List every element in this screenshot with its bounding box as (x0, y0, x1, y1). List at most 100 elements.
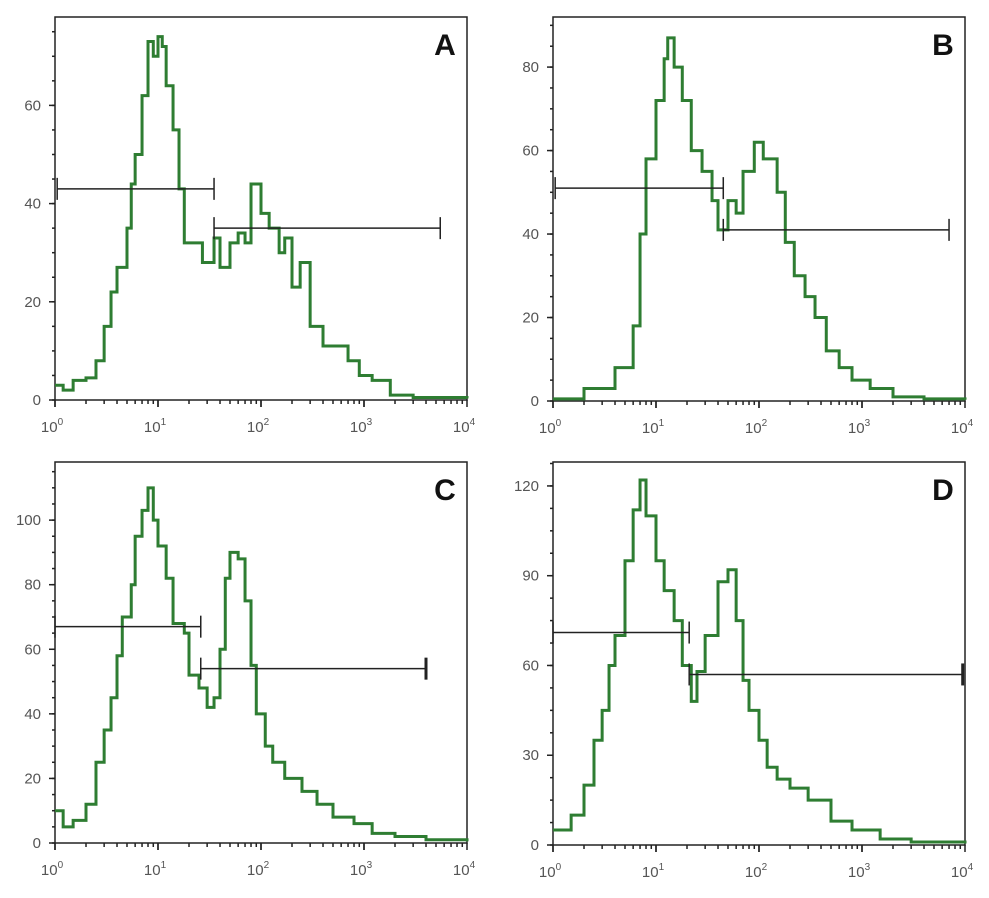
y-tick-label: 0 (33, 392, 41, 409)
y-tick-label: 60 (24, 641, 41, 658)
x-tick-base: 10 (247, 862, 264, 879)
x-tick-base: 10 (848, 864, 865, 881)
y-tick-label: 80 (522, 59, 539, 76)
plot-frame (54, 461, 468, 844)
x-tick-exponent: 0 (556, 418, 562, 429)
x-tick-exponent: 2 (264, 860, 270, 871)
x-tick-base: 10 (41, 419, 58, 436)
x-tick-label: 101 (144, 417, 167, 436)
x-tick-exponent: 3 (367, 417, 373, 428)
x-tick-label: 104 (951, 418, 974, 437)
y-tick-label: 40 (24, 196, 41, 213)
histogram-line (55, 486, 469, 842)
x-tick-base: 10 (247, 419, 264, 436)
x-tick-base: 10 (539, 420, 556, 437)
x-tick-base: 10 (848, 420, 865, 437)
y-tick-label: 90 (522, 568, 539, 585)
gate-marker-1 (54, 615, 202, 638)
x-tick-label: 103 (350, 417, 373, 436)
x-tick-base: 10 (41, 862, 58, 879)
histogram-line (55, 35, 469, 400)
gate-marker-2 (688, 663, 965, 686)
gate-marker-2 (199, 657, 428, 680)
x-tick-base: 10 (642, 420, 659, 437)
x-tick-exponent: 0 (58, 860, 64, 871)
y-tick-label: 60 (522, 657, 539, 674)
x-tick-label: 103 (848, 418, 871, 437)
x-tick-base: 10 (539, 864, 556, 881)
x-tick-exponent: 4 (470, 860, 476, 871)
x-tick-exponent: 3 (865, 418, 871, 429)
x-tick-base: 10 (453, 862, 470, 879)
x-tick-exponent: 1 (161, 417, 167, 428)
gate-marker-1 (554, 177, 725, 200)
x-tick-base: 10 (951, 864, 968, 881)
x-tick-label: 101 (642, 862, 665, 881)
plot-frame (552, 16, 966, 402)
y-tick-label: 60 (24, 97, 41, 114)
x-tick-exponent: 2 (264, 417, 270, 428)
x-tick-label: 102 (745, 418, 768, 437)
panel-label: A (434, 29, 456, 62)
y-tick-label: 30 (522, 747, 539, 764)
x-tick-label: 103 (350, 860, 373, 879)
y-tick-label: 100 (16, 512, 41, 529)
x-tick-base: 10 (745, 864, 762, 881)
x-tick-base: 10 (350, 419, 367, 436)
x-tick-label: 100 (539, 862, 562, 881)
x-tick-exponent: 0 (556, 862, 562, 873)
y-tick-label: 40 (522, 226, 539, 243)
x-tick-label: 100 (41, 417, 64, 436)
x-tick-base: 10 (144, 419, 161, 436)
y-tick-label: 40 (24, 706, 41, 723)
x-tick-base: 10 (951, 420, 968, 437)
panel-label: C (434, 474, 456, 507)
x-tick-label: 101 (144, 860, 167, 879)
x-tick-base: 10 (350, 862, 367, 879)
x-tick-label: 102 (247, 417, 270, 436)
x-tick-label: 102 (247, 860, 270, 879)
gate-marker-2 (722, 218, 950, 241)
x-tick-label: 101 (642, 418, 665, 437)
x-tick-label: 100 (539, 418, 562, 437)
x-tick-exponent: 4 (968, 418, 974, 429)
x-tick-label: 104 (453, 417, 476, 436)
y-tick-label: 0 (33, 835, 41, 852)
x-tick-exponent: 4 (968, 862, 974, 873)
x-tick-label: 103 (848, 862, 871, 881)
histogram-line (553, 478, 967, 844)
x-tick-base: 10 (745, 420, 762, 437)
histogram-line (553, 36, 967, 401)
x-tick-label: 104 (453, 860, 476, 879)
x-tick-exponent: 3 (367, 860, 373, 871)
x-tick-base: 10 (144, 862, 161, 879)
x-tick-exponent: 1 (161, 860, 167, 871)
y-tick-label: 20 (24, 770, 41, 787)
y-tick-label: 20 (24, 294, 41, 311)
x-tick-exponent: 1 (659, 862, 665, 873)
y-tick-label: 120 (514, 478, 539, 495)
x-tick-exponent: 3 (865, 862, 871, 873)
panel-label: D (932, 474, 954, 507)
gate-marker-1 (56, 177, 215, 200)
x-tick-exponent: 0 (58, 417, 64, 428)
x-tick-exponent: 2 (762, 418, 768, 429)
x-tick-label: 104 (951, 862, 974, 881)
panel-label: B (932, 29, 954, 62)
x-tick-exponent: 1 (659, 418, 665, 429)
y-tick-label: 20 (522, 310, 539, 327)
gate-marker-1 (552, 621, 690, 644)
y-tick-label: 60 (522, 143, 539, 160)
x-tick-base: 10 (642, 864, 659, 881)
x-tick-label: 100 (41, 860, 64, 879)
x-tick-base: 10 (453, 419, 470, 436)
y-tick-label: 0 (531, 837, 539, 854)
x-tick-exponent: 2 (762, 862, 768, 873)
x-tick-exponent: 4 (470, 417, 476, 428)
x-tick-label: 102 (745, 862, 768, 881)
